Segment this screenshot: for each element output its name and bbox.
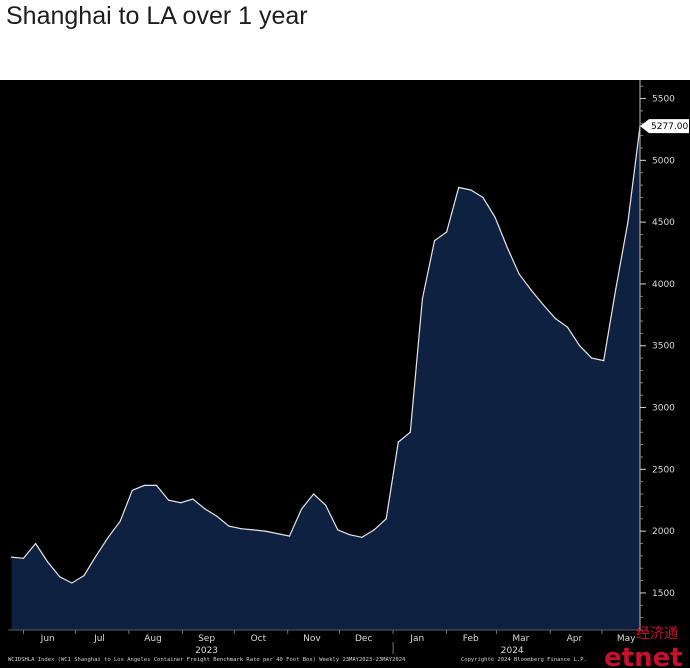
last-value-label: 5277.00 <box>651 122 688 132</box>
data-point <box>10 556 13 558</box>
data-point <box>421 298 423 300</box>
x-tick-label: Dec <box>355 634 372 644</box>
data-point <box>47 561 49 563</box>
data-point <box>482 196 484 198</box>
data-point <box>252 529 254 531</box>
data-point <box>349 534 351 536</box>
last-value-box <box>640 119 689 134</box>
data-point <box>470 189 472 191</box>
data-point <box>264 530 266 532</box>
data-point <box>373 529 375 531</box>
y-tick-label: 4000 <box>652 280 675 290</box>
data-point <box>385 518 387 520</box>
data-point <box>276 533 278 535</box>
watermark-subtext: 经济通 <box>636 626 678 642</box>
y-tick-label: 2500 <box>652 465 675 475</box>
series-area <box>11 126 640 630</box>
data-point <box>168 499 170 501</box>
data-point <box>579 345 581 347</box>
data-point <box>107 536 109 538</box>
x-tick-label: Jul <box>93 634 105 644</box>
page-title: Shanghai to LA over 1 year <box>6 2 308 30</box>
footer-source: WCIDSHLA Index (WCI Shanghai to Los Ange… <box>8 657 406 663</box>
y-tick-label: 2000 <box>652 527 675 537</box>
data-point <box>71 582 73 584</box>
etnet-watermark: 经济通 etnet <box>604 626 683 668</box>
x-tick-label: Nov <box>303 634 321 644</box>
data-point <box>204 508 206 510</box>
data-point <box>325 504 327 506</box>
data-point <box>361 536 363 538</box>
area-chart: 1500 2000 2500 3000 3500 4000 4500 5000 5500 5277… <box>8 80 689 668</box>
watermark-logo: etnet <box>604 643 683 668</box>
data-point <box>192 498 194 500</box>
data-point <box>228 525 230 527</box>
y-tick-label: 5500 <box>652 95 675 105</box>
x-tick-label: Aug <box>144 634 162 644</box>
data-point <box>313 493 315 495</box>
data-point <box>143 484 145 486</box>
data-point <box>494 216 496 218</box>
data-point <box>627 221 629 223</box>
data-point <box>240 528 242 530</box>
x-tick-label: Jun <box>40 634 55 644</box>
x-tick-label: Mar <box>512 634 529 644</box>
data-point <box>301 508 303 510</box>
data-point <box>22 557 25 559</box>
data-point <box>566 326 569 328</box>
data-point <box>506 246 508 248</box>
data-point <box>131 489 133 491</box>
data-point <box>288 535 291 537</box>
data-point <box>615 288 617 290</box>
data-point <box>83 575 85 577</box>
x-tick-label: May <box>617 634 636 644</box>
x-tick-label: Jan <box>409 634 424 644</box>
data-point <box>530 289 532 291</box>
data-point <box>458 186 460 189</box>
data-point <box>446 231 448 233</box>
data-point <box>591 357 593 359</box>
data-point <box>554 317 557 320</box>
data-point <box>35 542 37 545</box>
data-point <box>603 360 605 362</box>
data-point <box>433 240 436 242</box>
data-point <box>518 273 520 275</box>
x-year-label: 2023 <box>195 646 218 656</box>
data-point <box>397 441 399 443</box>
x-tick-label: Apr <box>567 634 583 644</box>
footer-copyright: Copyright© 2024 Bloomberg Finance L.P. <box>461 657 587 663</box>
y-tick-label: 1500 <box>652 589 675 599</box>
data-point <box>95 555 97 557</box>
x-tick-label: Oct <box>251 634 267 644</box>
data-point <box>409 431 411 433</box>
x-year-label: 2024 <box>501 646 524 656</box>
data-point <box>155 484 158 486</box>
data-point <box>542 304 544 306</box>
last-value-badge: 5277.00 <box>640 119 689 134</box>
data-point <box>59 576 61 578</box>
y-tick-label: 5000 <box>652 156 675 166</box>
data-point <box>216 515 218 517</box>
data-point <box>180 502 182 504</box>
data-point <box>119 520 121 522</box>
y-tick-label: 3000 <box>652 404 675 414</box>
x-tick-label: Feb <box>463 634 479 644</box>
y-tick-label: 3500 <box>652 342 675 352</box>
data-point <box>337 529 339 531</box>
y-tick-label: 4500 <box>652 218 675 228</box>
chart-container: 1500 2000 2500 3000 3500 4000 4500 5000 5500 5277… <box>0 80 690 668</box>
x-tick-label: Sep <box>198 634 215 644</box>
